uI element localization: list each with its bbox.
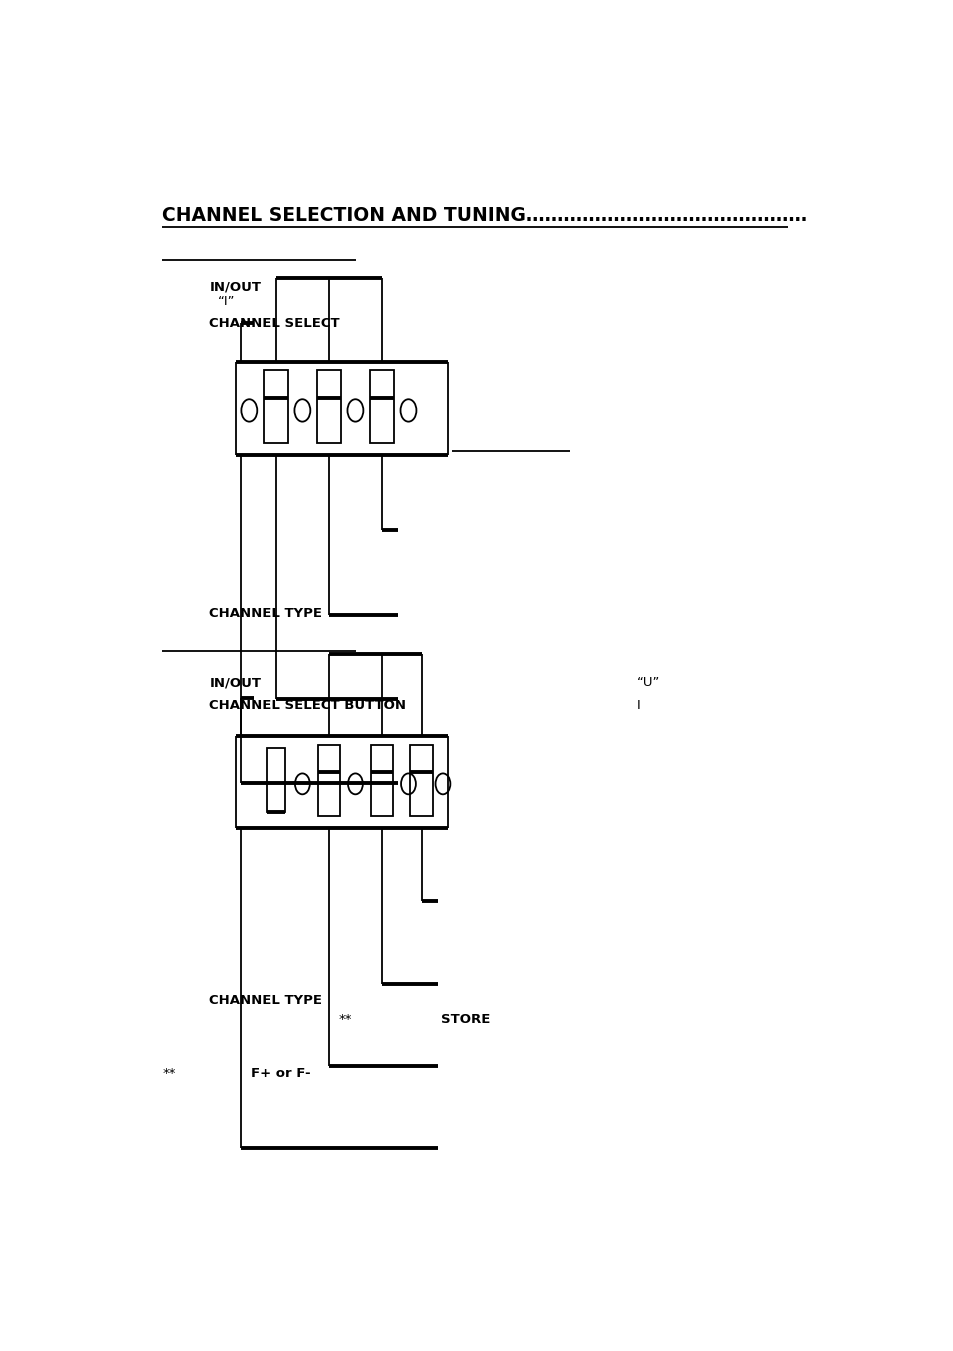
- Text: CHANNEL TYPE: CHANNEL TYPE: [210, 994, 322, 1008]
- Text: STORE: STORE: [440, 1013, 490, 1025]
- Text: IN/OUT: IN/OUT: [210, 676, 261, 689]
- Text: F+ or F-: F+ or F-: [251, 1067, 310, 1081]
- Bar: [371, 744, 393, 816]
- Bar: [410, 744, 433, 816]
- Text: CHANNEL SELECTION AND TUNING………………………………………: CHANNEL SELECTION AND TUNING…………………………………: [162, 205, 806, 224]
- Text: “I”: “I”: [218, 296, 235, 308]
- Text: CHANNEL SELECT: CHANNEL SELECT: [210, 317, 339, 330]
- Bar: [316, 370, 340, 443]
- Bar: [264, 370, 288, 443]
- Text: **: **: [337, 1013, 352, 1025]
- Bar: [266, 748, 285, 812]
- Text: CHANNEL SELECT BUTTON: CHANNEL SELECT BUTTON: [210, 698, 406, 712]
- Text: CHANNEL TYPE: CHANNEL TYPE: [210, 608, 322, 620]
- Bar: [317, 744, 340, 816]
- Text: IN/OUT: IN/OUT: [210, 281, 261, 293]
- Text: I: I: [637, 698, 639, 712]
- Bar: [370, 370, 394, 443]
- Text: “U”: “U”: [637, 676, 659, 689]
- Text: **: **: [162, 1067, 175, 1081]
